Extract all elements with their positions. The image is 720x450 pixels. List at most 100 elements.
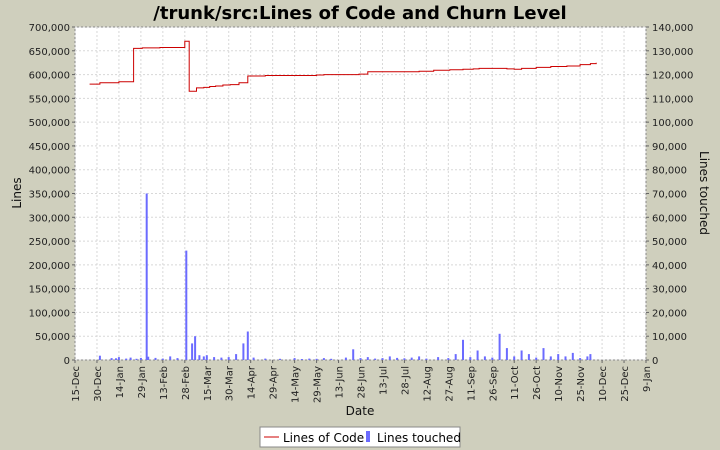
touched-bar — [176, 358, 179, 360]
x-tick-label: 28-Jun — [357, 366, 368, 399]
y-axis-left-label: Lines — [10, 177, 24, 208]
touched-bar — [505, 348, 508, 360]
y-right-tick-label: 50,000 — [652, 237, 687, 248]
touched-bar — [520, 350, 523, 360]
touched-bar — [388, 356, 391, 360]
legend-bar-swatch — [366, 431, 370, 442]
touched-bar — [242, 343, 245, 360]
y-right-tick-label: 80,000 — [652, 166, 687, 177]
y-left-tick-label: 200,000 — [29, 261, 70, 272]
touched-bar — [154, 357, 157, 360]
touched-bar — [213, 357, 216, 360]
x-tick-label: 11-Oct — [510, 366, 521, 400]
touched-bar — [366, 357, 369, 360]
touched-bar — [571, 352, 574, 360]
x-tick-label: 29-Apr — [269, 365, 280, 399]
y-left-tick-label: 150,000 — [29, 285, 70, 296]
y-left-tick-label: 100,000 — [29, 308, 70, 319]
y-left-tick-label: 500,000 — [29, 118, 70, 129]
y-left-tick-label: 300,000 — [29, 213, 70, 224]
touched-bar — [564, 356, 567, 360]
y-left-tick-label: 450,000 — [29, 142, 70, 153]
touched-bar — [129, 357, 132, 360]
touched-bar — [169, 356, 172, 360]
x-tick-label: 13-Jun — [335, 366, 346, 399]
touched-bar — [579, 358, 582, 360]
legend-label-loc: Lines of Code — [283, 431, 364, 445]
touched-bar — [205, 355, 208, 360]
touched-bar — [147, 356, 150, 360]
touched-bar — [418, 356, 421, 360]
y-left-tick-label: 700,000 — [29, 23, 70, 34]
x-tick-label: 28-Jul — [400, 366, 411, 395]
touched-bar — [185, 250, 188, 360]
touched-bar — [293, 358, 296, 360]
touched-bar — [469, 357, 472, 360]
touched-bar — [315, 358, 318, 360]
touched-bar — [161, 358, 164, 360]
x-tick-label: 15-Dec — [71, 366, 82, 402]
x-tick-label: 10-Nov — [554, 366, 565, 402]
touched-bar — [145, 193, 148, 360]
touched-bar — [447, 358, 450, 360]
touched-bar — [483, 356, 486, 360]
x-tick-label: 13-Feb — [159, 366, 170, 400]
touched-bar — [410, 357, 413, 360]
touched-bar — [202, 356, 205, 360]
x-tick-label: 13-Jul — [378, 366, 389, 395]
touched-bar — [359, 358, 362, 360]
touched-bar — [498, 333, 501, 360]
y-left-tick-label: 0 — [64, 356, 70, 367]
x-tick-label: 30-Mar — [225, 365, 236, 401]
touched-bar — [264, 358, 267, 360]
y-left-tick-label: 50,000 — [35, 332, 70, 343]
touched-bar — [589, 354, 592, 360]
touched-bar — [403, 358, 406, 360]
y-right-tick-label: 10,000 — [652, 332, 687, 343]
y-right-tick-label: 40,000 — [652, 261, 687, 272]
legend-box — [259, 426, 461, 448]
y-right-tick-label: 130,000 — [652, 47, 693, 58]
x-tick-label: 9-Jan — [642, 366, 653, 392]
touched-bar — [125, 358, 128, 360]
touched-bar — [586, 356, 589, 360]
y-left-tick-label: 400,000 — [29, 166, 70, 177]
touched-bar — [220, 357, 223, 360]
touched-bar — [246, 331, 249, 360]
y-left-tick-label: 600,000 — [29, 71, 70, 82]
touched-bar — [322, 358, 325, 360]
y-right-tick-label: 0 — [652, 356, 658, 367]
touched-bar — [227, 357, 230, 360]
y-left-tick-label: 550,000 — [29, 94, 70, 105]
touched-bar — [330, 358, 333, 360]
y-right-tick-label: 30,000 — [652, 285, 687, 296]
y-left-tick-label: 650,000 — [29, 47, 70, 58]
y-right-tick-label: 20,000 — [652, 308, 687, 319]
touched-bar — [344, 357, 347, 360]
touched-bar — [198, 355, 201, 360]
lines-touched-series — [98, 193, 592, 360]
x-tick-label: 14-Apr — [247, 365, 258, 399]
legend: Lines of Code Lines touched — [259, 426, 461, 448]
x-tick-label: 10-Dec — [598, 366, 609, 402]
touched-bar — [352, 349, 355, 360]
touched-bar — [194, 336, 197, 360]
legend-label-touched: Lines touched — [377, 431, 461, 445]
touched-bar — [396, 357, 399, 360]
x-tick-label: 15-Mar — [203, 365, 214, 401]
x-tick-label: 25-Nov — [576, 366, 587, 402]
touched-bar — [110, 358, 113, 360]
x-tick-label: 27-Aug — [444, 366, 455, 402]
y-right-tick-label: 120,000 — [652, 71, 693, 82]
touched-bar — [374, 358, 377, 360]
y-right-tick-label: 140,000 — [652, 23, 693, 34]
y-left-tick-label: 350,000 — [29, 190, 70, 201]
touched-bar — [279, 358, 281, 360]
touched-bar — [462, 339, 464, 360]
chart-title: /trunk/src:Lines of Code and Churn Level — [153, 3, 566, 24]
touched-bar — [98, 355, 101, 360]
y-left-tick-label: 250,000 — [29, 237, 70, 248]
x-tick-label: 30-Dec — [93, 366, 104, 402]
x-tick-label: 26-Oct — [532, 366, 543, 400]
